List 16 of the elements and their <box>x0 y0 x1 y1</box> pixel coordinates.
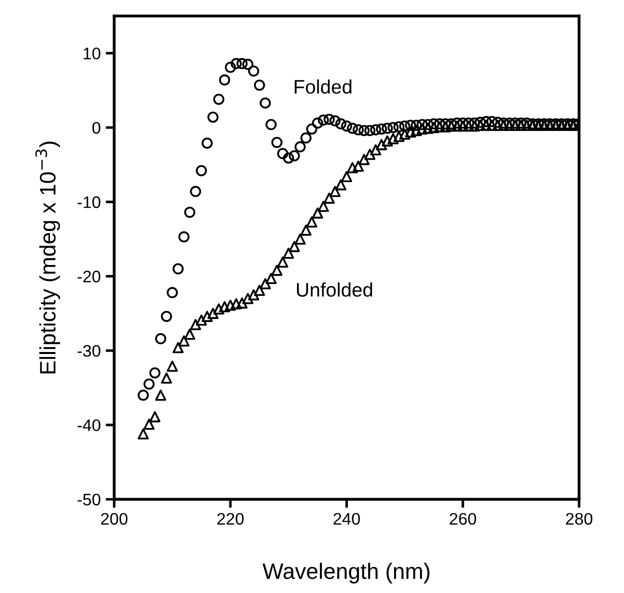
annotation: Unfolded <box>296 282 372 297</box>
y-tick-label: 0 <box>92 122 100 134</box>
y-tick-label: 10 <box>84 48 100 60</box>
y-tick-label: -20 <box>78 270 100 282</box>
x-axis-title: Wavelength (nm) <box>262 562 430 584</box>
y-tick-label: -30 <box>78 345 100 357</box>
y-tick-label: -50 <box>78 494 100 506</box>
x-tick-label: 240 <box>334 512 360 525</box>
y-axis-title: Ellipticity (mdeg x 10$^{−3}$) <box>35 142 60 374</box>
y-tick-label: -40 <box>78 419 100 432</box>
y-tick-label: -10 <box>78 196 100 208</box>
x-tick-label: 280 <box>566 512 592 525</box>
annotation: Folded <box>294 79 352 94</box>
x-tick-label: 220 <box>217 512 244 525</box>
x-tick-label: 200 <box>101 512 128 525</box>
x-tick-label: 260 <box>450 512 476 525</box>
